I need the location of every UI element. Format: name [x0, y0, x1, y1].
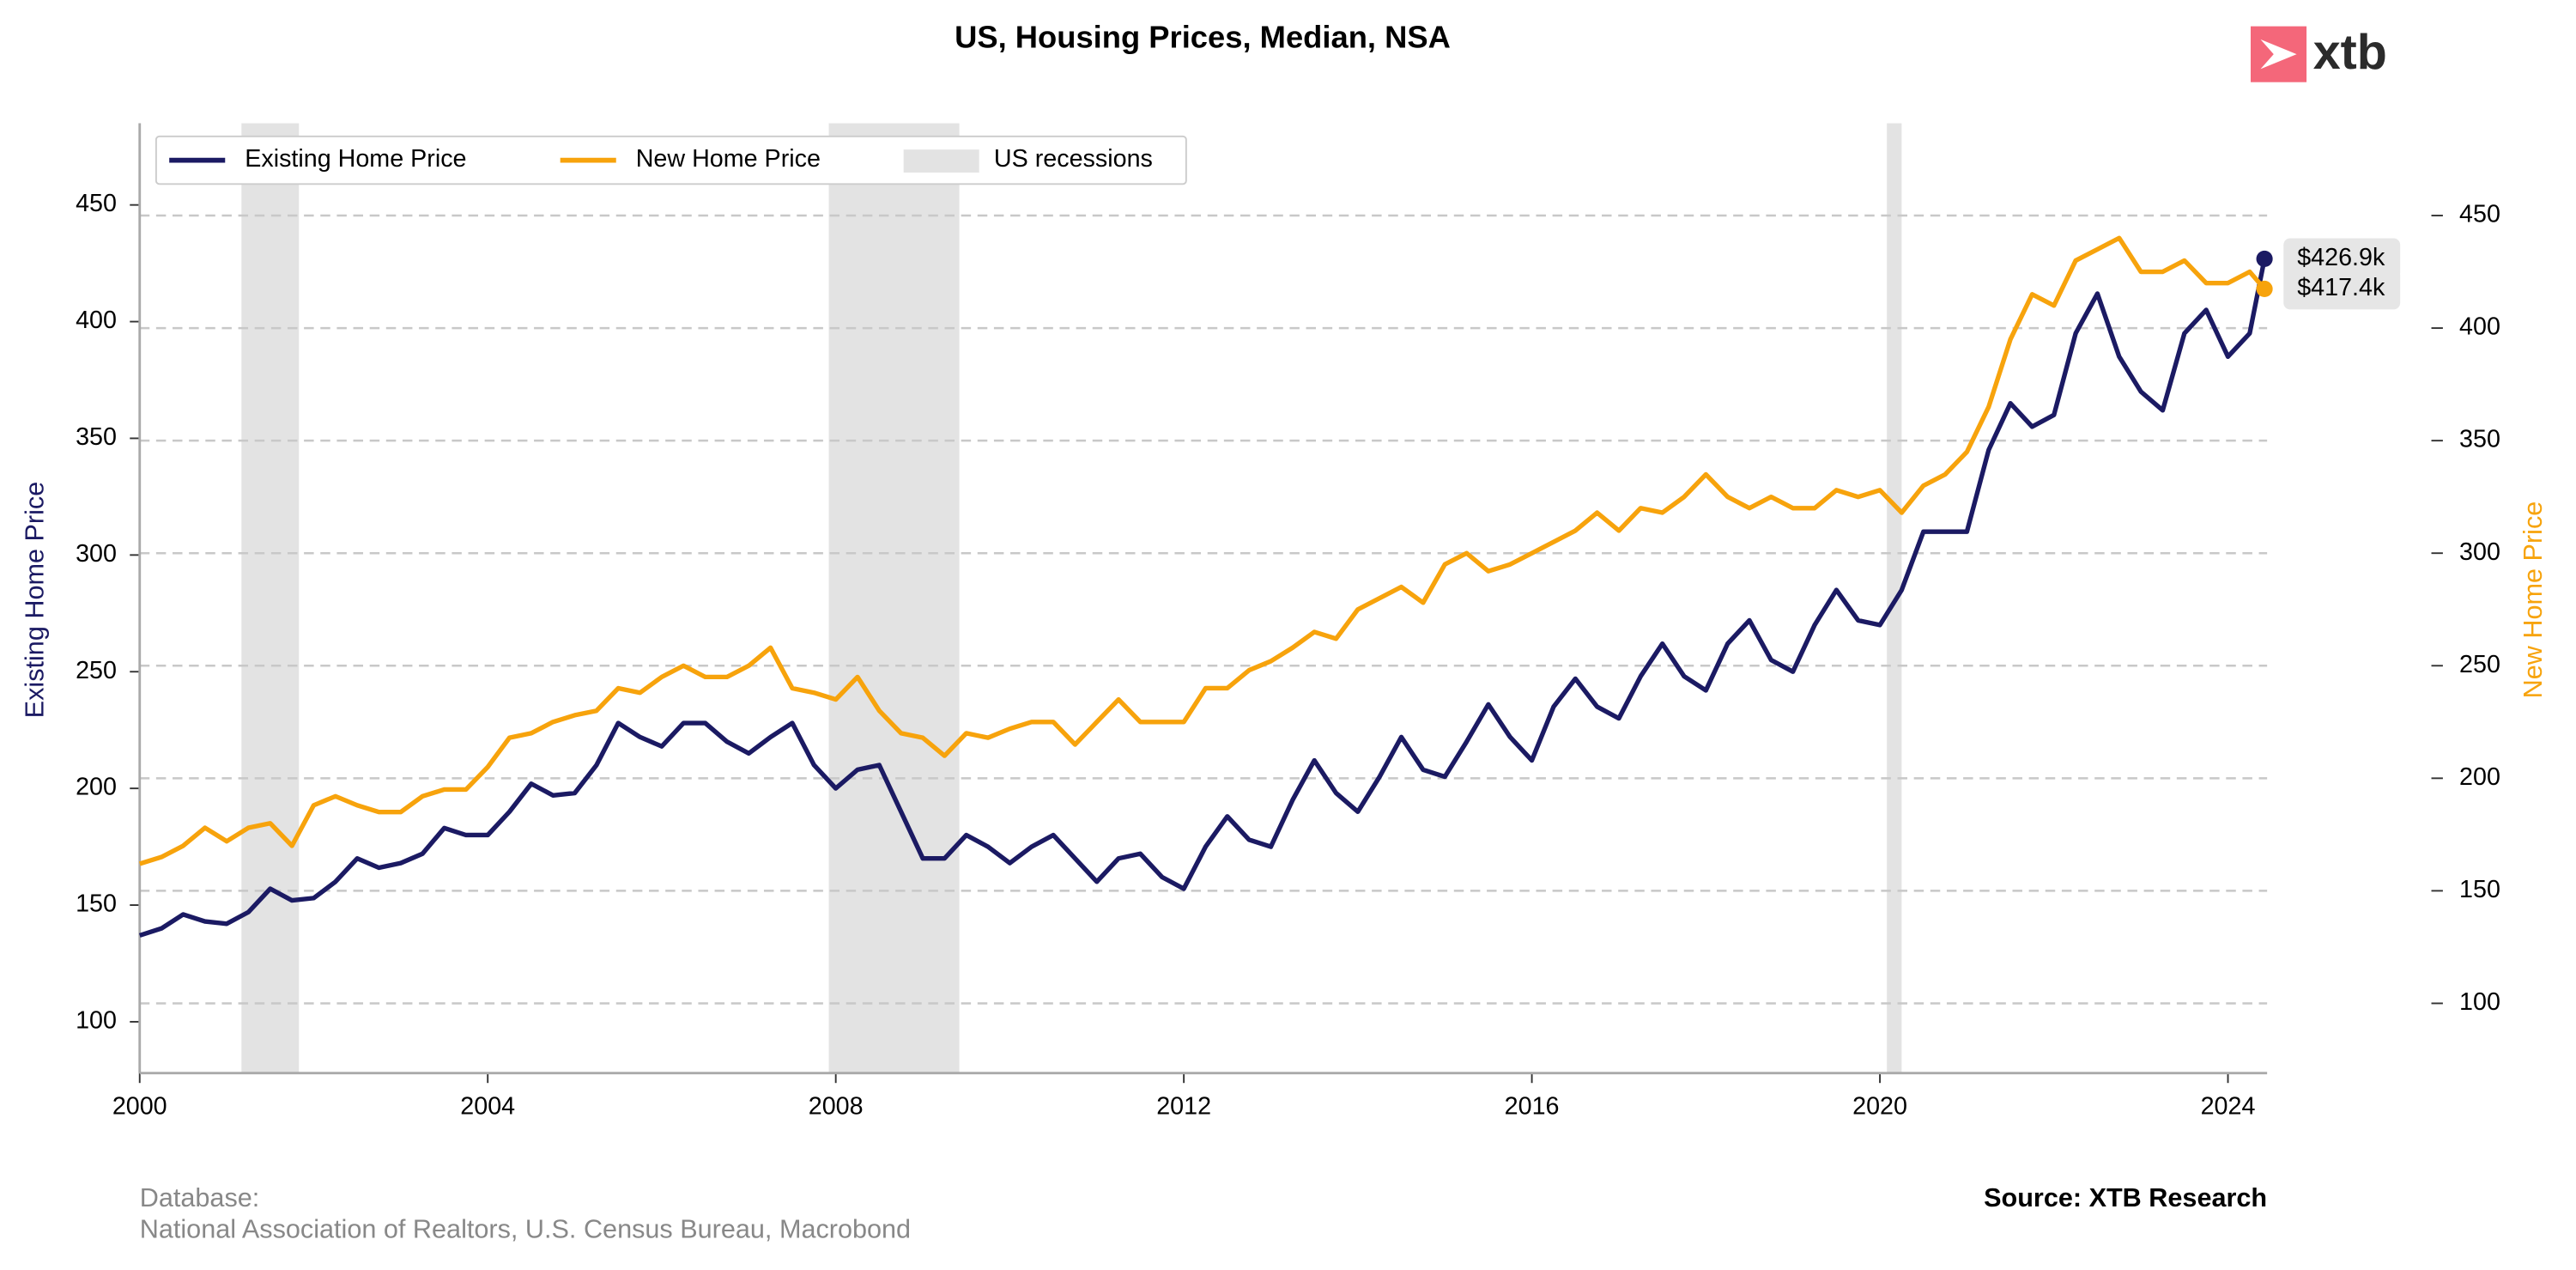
y2-tick-label: 450 — [2459, 201, 2500, 228]
logo-text: xtb — [2313, 25, 2387, 80]
series-line — [138, 235, 2267, 866]
y-tick-label: 450 — [76, 190, 117, 217]
series-line — [138, 258, 2267, 938]
recession-band — [828, 123, 960, 1073]
x-tick-label: 2012 — [1156, 1092, 1211, 1120]
x-tick-label: 2008 — [809, 1092, 864, 1120]
x-tick-label: 2024 — [2201, 1092, 2256, 1120]
value-label: $417.4k — [2297, 274, 2385, 301]
y2-tick-label: 400 — [2459, 313, 2500, 341]
x-tick-label: 2020 — [1852, 1092, 1907, 1120]
y2-axis-title: New Home Price — [2518, 501, 2548, 699]
y2-tick-label: 350 — [2459, 426, 2500, 453]
y2-tick-label: 200 — [2459, 763, 2500, 791]
y2-tick-label: 300 — [2459, 538, 2500, 566]
database-sources: National Association of Realtors, U.S. C… — [140, 1215, 911, 1244]
y-tick-label: 200 — [76, 774, 117, 801]
legend-label: New Home Price — [636, 145, 821, 173]
y-tick-label: 350 — [76, 423, 117, 451]
logo-icon — [2260, 39, 2297, 70]
y2-tick-label: 150 — [2459, 876, 2500, 903]
legend-label: US recessions — [994, 145, 1153, 173]
recession-band — [241, 123, 300, 1073]
last-point — [2256, 280, 2273, 298]
source: Source: XTB Research — [1984, 1183, 2267, 1212]
y-tick-label: 300 — [76, 540, 117, 568]
last-point — [2256, 250, 2273, 268]
legend-label: Existing Home Price — [245, 145, 466, 173]
y-tick-label: 150 — [76, 890, 117, 918]
y-axis-title: Existing Home Price — [20, 482, 49, 719]
legend-swatch — [903, 149, 979, 173]
y-tick-label: 400 — [76, 307, 117, 334]
y2-tick-label: 250 — [2459, 651, 2500, 678]
x-tick-label: 2016 — [1505, 1092, 1560, 1120]
x-tick-label: 2000 — [112, 1092, 167, 1120]
chart-title: US, Housing Prices, Median, NSA — [955, 20, 1451, 55]
value-label-box — [2283, 268, 2401, 310]
database-label: Database: — [140, 1183, 260, 1212]
value-label: $426.9k — [2297, 244, 2385, 271]
y2-tick-label: 100 — [2459, 988, 2500, 1016]
y-tick-label: 250 — [76, 657, 117, 684]
x-tick-label: 2004 — [460, 1092, 515, 1120]
y-tick-label: 100 — [76, 1007, 117, 1035]
